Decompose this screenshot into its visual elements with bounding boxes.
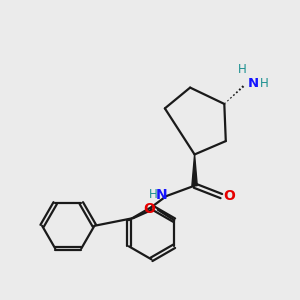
Text: O: O (224, 189, 236, 203)
Text: O: O (143, 202, 155, 216)
Text: H: H (148, 188, 157, 201)
Text: H: H (238, 63, 247, 76)
Text: H: H (260, 76, 268, 90)
Text: N: N (248, 76, 259, 90)
Polygon shape (192, 154, 197, 186)
Text: N: N (156, 188, 168, 202)
